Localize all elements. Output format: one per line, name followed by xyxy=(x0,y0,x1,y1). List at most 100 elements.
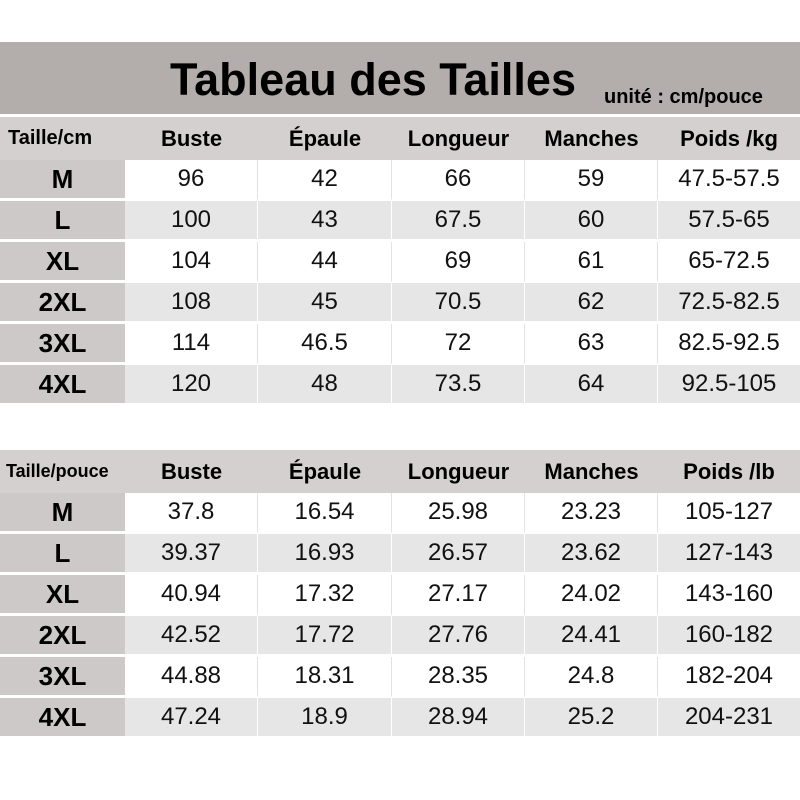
cell-sleeve: 24.02 xyxy=(525,575,658,616)
unit-label: unité : cm/pouce xyxy=(604,86,763,108)
cell-sleeve: 25.2 xyxy=(525,698,658,739)
cell-size: M xyxy=(0,493,125,534)
column-header-size: Taille/cm xyxy=(8,127,93,149)
table-row: L 39.37 16.93 26.57 23.62 127-143 xyxy=(0,534,800,575)
cell-bust: 100 xyxy=(125,201,258,242)
cell-length: 66 xyxy=(392,160,525,201)
cell-bust: 108 xyxy=(125,283,258,324)
cell-weight: 182-204 xyxy=(658,657,800,698)
table-row: 3XL 44.88 18.31 28.35 24.8 182-204 xyxy=(0,657,800,698)
cell-sleeve: 24.41 xyxy=(525,616,658,657)
cell-length: 28.94 xyxy=(392,698,525,739)
cell-weight: 72.5-82.5 xyxy=(658,283,800,324)
cell-bust: 47.24 xyxy=(125,698,258,739)
cell-length: 28.35 xyxy=(392,657,525,698)
cell-bust: 40.94 xyxy=(125,575,258,616)
cell-weight: 160-182 xyxy=(658,616,800,657)
cell-size: 4XL xyxy=(0,698,125,739)
column-header-bust: Buste xyxy=(160,458,223,484)
cell-shoulder: 16.54 xyxy=(258,493,392,534)
table-row: 2XL 42.52 17.72 27.76 24.41 160-182 xyxy=(0,616,800,657)
column-header-bust: Buste xyxy=(160,125,223,151)
cell-weight: 204-231 xyxy=(658,698,800,739)
cell-weight: 105-127 xyxy=(658,493,800,534)
cell-length: 67.5 xyxy=(392,201,525,242)
cell-size: 3XL xyxy=(0,324,125,365)
column-header-shoulder: Épaule xyxy=(288,125,362,151)
cell-bust: 96 xyxy=(125,160,258,201)
column-header-length: Longueur xyxy=(407,125,510,151)
table-row: 2XL 108 45 70.5 62 72.5-82.5 xyxy=(0,283,800,324)
cell-size: 2XL xyxy=(0,283,125,324)
cell-bust: 42.52 xyxy=(125,616,258,657)
cell-sleeve: 59 xyxy=(525,160,658,201)
cell-bust: 39.37 xyxy=(125,534,258,575)
cell-length: 27.76 xyxy=(392,616,525,657)
title-bar xyxy=(0,42,800,114)
cell-length: 26.57 xyxy=(392,534,525,575)
cell-size: L xyxy=(0,201,125,242)
table-row: M 96 42 66 59 47.5-57.5 xyxy=(0,160,800,201)
size-table-cm: Taille/cm Buste Épaule Longueur Manches Poids… xyxy=(0,117,800,406)
cell-length: 69 xyxy=(392,242,525,283)
cell-size: 4XL xyxy=(0,365,125,406)
cell-sleeve: 24.8 xyxy=(525,657,658,698)
cell-shoulder: 17.72 xyxy=(258,616,392,657)
cell-length: 73.5 xyxy=(392,365,525,406)
table-row: 3XL 114 46.5 72 63 82.5-92.5 xyxy=(0,324,800,365)
column-header-size: Taille/pouce xyxy=(6,461,109,481)
cell-size: M xyxy=(0,160,125,201)
cell-bust: 44.88 xyxy=(125,657,258,698)
table-row: 4XL 120 48 73.5 64 92.5-105 xyxy=(0,365,800,406)
cell-sleeve: 60 xyxy=(525,201,658,242)
cell-weight: 47.5-57.5 xyxy=(658,160,800,201)
cell-weight: 82.5-92.5 xyxy=(658,324,800,365)
cell-shoulder: 42 xyxy=(258,160,392,201)
column-header-length: Longueur xyxy=(407,458,510,484)
cell-shoulder: 18.31 xyxy=(258,657,392,698)
cell-bust: 37.8 xyxy=(125,493,258,534)
table-row: XL 104 44 69 61 65-72.5 xyxy=(0,242,800,283)
cell-size: 2XL xyxy=(0,616,125,657)
table-row: M 37.8 16.54 25.98 23.23 105-127 xyxy=(0,493,800,534)
cell-shoulder: 46.5 xyxy=(258,324,392,365)
cell-sleeve: 23.23 xyxy=(525,493,658,534)
cell-sleeve: 62 xyxy=(525,283,658,324)
column-header-sleeve: Manches xyxy=(544,458,639,484)
cell-length: 72 xyxy=(392,324,525,365)
cell-sleeve: 23.62 xyxy=(525,534,658,575)
column-header-weight: Poids /kg xyxy=(680,125,778,151)
cell-length: 70.5 xyxy=(392,283,525,324)
page-title: Tableau des Tailles xyxy=(170,54,576,105)
cell-shoulder: 18.9 xyxy=(258,698,392,739)
cell-shoulder: 45 xyxy=(258,283,392,324)
header-row: Taille/pouce Buste Épaule Longueur Manches Po… xyxy=(0,450,800,493)
column-header-sleeve: Manches xyxy=(544,125,639,151)
cell-size: L xyxy=(0,534,125,575)
cell-sleeve: 63 xyxy=(525,324,658,365)
cell-weight: 92.5-105 xyxy=(658,365,800,406)
cell-shoulder: 44 xyxy=(258,242,392,283)
cell-bust: 104 xyxy=(125,242,258,283)
cell-size: 3XL xyxy=(0,657,125,698)
cell-shoulder: 48 xyxy=(258,365,392,406)
cell-sleeve: 64 xyxy=(525,365,658,406)
table-row: XL 40.94 17.32 27.17 24.02 143-160 xyxy=(0,575,800,616)
column-header-shoulder: Épaule xyxy=(288,458,362,484)
cell-size: XL xyxy=(0,575,125,616)
cell-bust: 114 xyxy=(125,324,258,365)
table-row: L 100 43 67.5 60 57.5-65 xyxy=(0,201,800,242)
cell-size: XL xyxy=(0,242,125,283)
cell-shoulder: 16.93 xyxy=(258,534,392,575)
cell-length: 25.98 xyxy=(392,493,525,534)
cell-weight: 65-72.5 xyxy=(658,242,800,283)
cell-weight: 57.5-65 xyxy=(658,201,800,242)
column-header-weight: Poids /lb xyxy=(683,458,775,484)
header-row: Taille/cm Buste Épaule Longueur Manches Poids… xyxy=(0,117,800,160)
cell-sleeve: 61 xyxy=(525,242,658,283)
cell-bust: 120 xyxy=(125,365,258,406)
cell-weight: 143-160 xyxy=(658,575,800,616)
cell-shoulder: 43 xyxy=(258,201,392,242)
size-table-inch: Taille/pouce Buste Épaule Longueur Manches Po… xyxy=(0,450,800,739)
